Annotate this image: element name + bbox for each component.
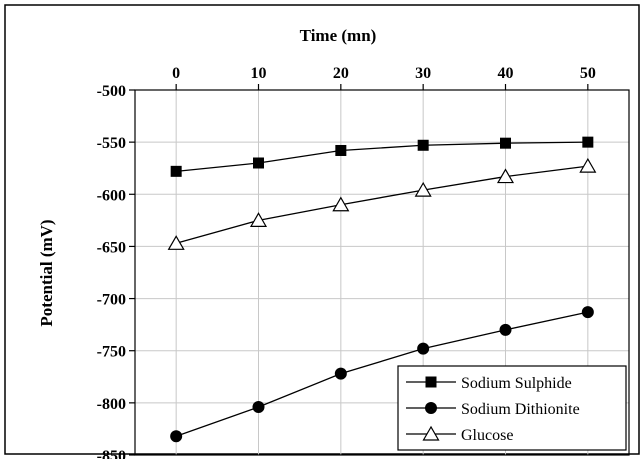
legend-label-sodium-sulphide: Sodium Sulphide [461,375,572,392]
y-tick-label-5: -750 [97,344,126,361]
y-tick-label-1: -550 [97,135,126,152]
data-point-glucose-1 [249,212,268,227]
data-point-sodium-sulphide-3 [417,139,429,151]
data-point-glucose-4 [496,168,515,184]
data-point-sodium-sulphide-5 [582,136,594,148]
x-tick-label-2: 20 [333,65,349,82]
data-point-sodium-dithionite-3 [417,342,430,355]
legend-entry-sodium-sulphide: Sodium Sulphide [406,375,572,392]
legend: Sodium Sulphide Sodium Dithionite Glucose [397,365,627,451]
series-sodium-dithionite [170,306,594,443]
data-point-sodium-dithionite-2 [334,367,347,380]
x-tick-label-1: 10 [251,65,267,82]
legend-marker-sodium-dithionite [425,402,437,414]
y-tick-label-3: -650 [97,239,126,256]
x-tick-label-0: 0 [172,65,180,82]
series-line-sodium-sulphide [176,141,588,172]
legend-entry-sodium-dithionite: Sodium Dithionite [406,401,580,418]
legend-marker-sodium-sulphide [425,376,437,388]
y-tick-label-6: -800 [97,396,126,413]
series-sodium-sulphide [170,136,594,177]
y-axis-title: Potential (mV) [37,219,56,326]
series-line-glucose [175,165,588,244]
y-tick-label-0: -500 [97,83,126,100]
x-axis-title: Time (mn) [300,26,377,45]
data-point-sodium-sulphide-2 [335,144,347,156]
x-tick-label-3: 30 [415,65,431,82]
data-point-sodium-sulphide-1 [253,157,264,169]
legend-label-glucose: Glucose [461,427,513,444]
legend-entries: Sodium Sulphide Sodium Dithionite Glucose [406,375,580,444]
data-point-glucose-2 [332,196,350,212]
data-point-sodium-dithionite-0 [170,430,183,443]
series-glucose [167,157,597,250]
data-point-sodium-dithionite-5 [581,306,594,319]
data-point-glucose-5 [579,157,597,173]
legend-marker-glucose [422,425,440,441]
tick-labels: 0 10 20 30 40 50 -500 -550 -600 -650 -700 -750 -800 -… [97,65,596,459]
data-point-sodium-sulphide-0 [170,165,182,177]
data-point-sodium-dithionite-1 [252,401,265,414]
data-point-glucose-0 [167,235,185,250]
data-point-sodium-dithionite-4 [499,323,512,336]
legend-entry-glucose: Glucose [406,425,513,444]
figure-frame [4,4,640,455]
y-tick-label-7: -850 [97,448,126,459]
data-point-sodium-sulphide-4 [500,137,511,149]
y-tick-label-4: -700 [97,292,126,309]
series-line-sodium-dithionite [175,311,588,437]
x-tick-label-4: 40 [498,65,514,82]
y-tick-label-2: -600 [97,187,126,204]
x-tick-label-5: 50 [580,65,596,82]
data-point-glucose-3 [414,181,432,197]
plot-area-border [134,89,630,456]
series-layer [167,136,597,443]
legend-label-sodium-dithionite: Sodium Dithionite [461,401,580,418]
